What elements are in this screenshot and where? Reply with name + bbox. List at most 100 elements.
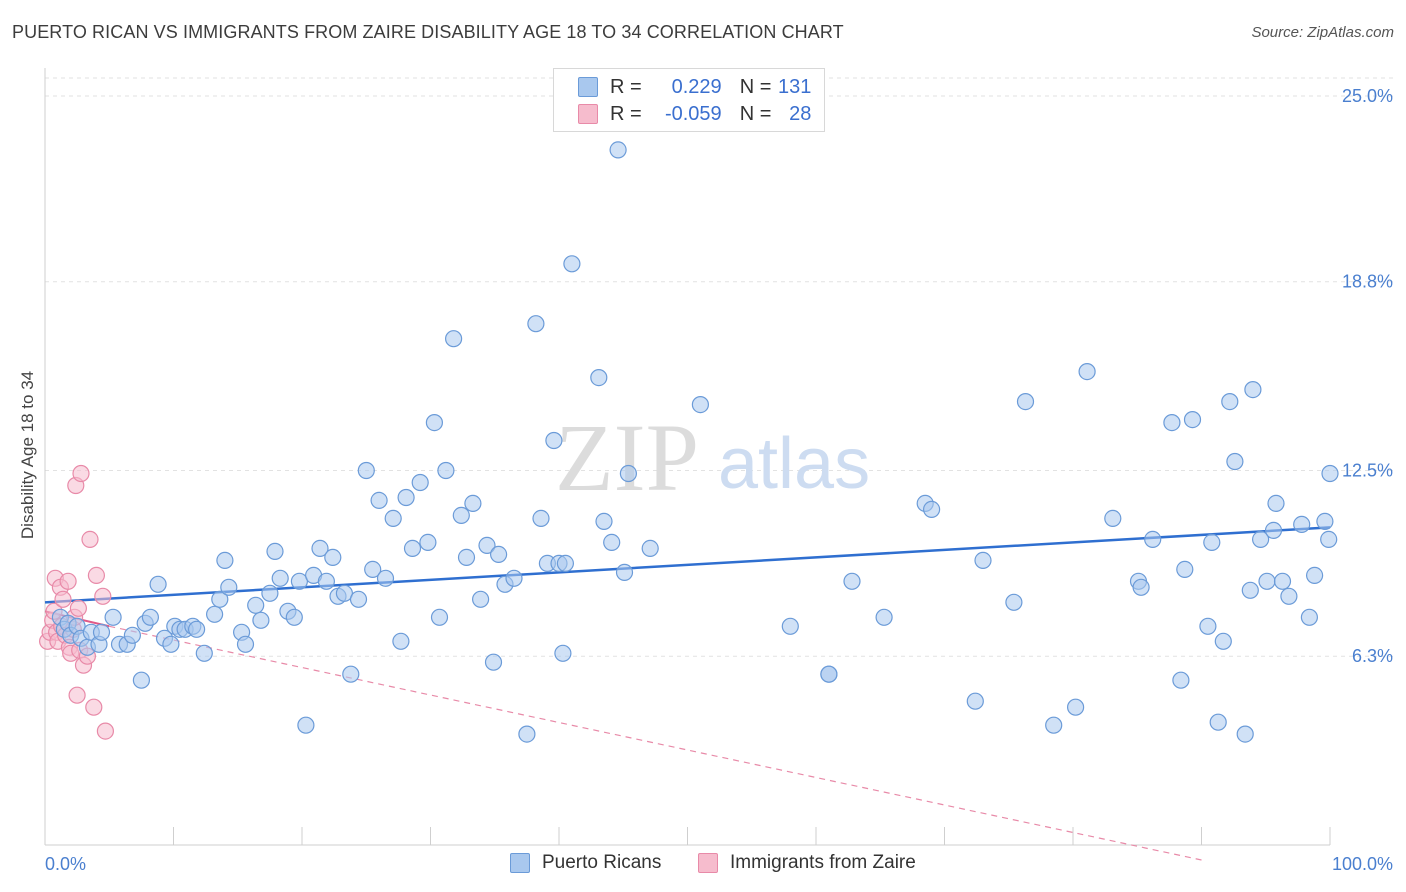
data-point xyxy=(1293,515,1311,534)
data-point xyxy=(342,665,360,683)
data-points xyxy=(38,141,1339,743)
data-point xyxy=(781,617,799,635)
data-point xyxy=(452,506,470,525)
data-point xyxy=(376,569,395,587)
data-point xyxy=(370,491,388,509)
data-point xyxy=(1104,509,1122,528)
data-point xyxy=(1321,464,1339,483)
tick-labels: 6.3% 12.5% 18.8% 25.0% 0.0% 100.0% xyxy=(45,86,1393,874)
data-point xyxy=(1244,381,1262,399)
legend-item-zaire[interactable]: Immigrants from Zaire xyxy=(698,852,916,874)
data-point xyxy=(922,500,941,518)
data-point xyxy=(252,611,270,629)
r-value: -0.059 xyxy=(664,102,722,125)
data-point xyxy=(691,396,710,414)
data-point xyxy=(554,644,572,662)
data-point xyxy=(820,665,838,683)
y-tick-label: 18.8% xyxy=(1342,272,1393,292)
data-point xyxy=(384,509,402,528)
data-point xyxy=(85,698,103,716)
data-point xyxy=(478,536,496,555)
swatch-puerto-rican xyxy=(578,77,598,97)
data-point xyxy=(69,599,88,617)
data-point xyxy=(271,569,289,587)
data-point xyxy=(966,692,984,710)
data-point xyxy=(220,578,238,596)
r-value: 0.229 xyxy=(671,75,722,98)
data-point xyxy=(595,512,613,531)
data-point xyxy=(188,620,206,638)
r-label: R = xyxy=(610,102,642,125)
data-point xyxy=(364,560,382,579)
data-point xyxy=(1078,363,1096,381)
trend-line-puerto-ricans xyxy=(44,526,1331,604)
legend-swatch-zaire xyxy=(698,853,718,873)
data-point xyxy=(81,530,99,549)
data-point xyxy=(425,414,443,432)
data-point xyxy=(1316,512,1334,531)
data-point xyxy=(1221,393,1239,411)
data-point xyxy=(1176,560,1194,579)
data-point xyxy=(236,635,255,653)
data-point xyxy=(104,608,122,626)
data-point xyxy=(527,315,545,333)
data-point xyxy=(490,545,508,564)
data-point xyxy=(505,569,523,587)
data-point xyxy=(532,509,550,528)
data-point xyxy=(216,551,234,570)
n-label: N = xyxy=(739,75,772,98)
data-point xyxy=(1251,530,1270,549)
source-credit: Source: ZipAtlas.com xyxy=(1251,24,1394,41)
data-point xyxy=(54,590,72,608)
data-point xyxy=(1258,572,1276,590)
data-point xyxy=(195,644,213,662)
watermark-zip: ZIP xyxy=(555,404,699,511)
data-point xyxy=(875,608,893,626)
trend-line-zaire-dashed xyxy=(109,625,1202,861)
data-point xyxy=(324,548,342,567)
data-point xyxy=(1132,578,1150,596)
data-point xyxy=(290,572,308,590)
series-legend: Puerto Ricans Immigrants from Zaire xyxy=(0,852,1406,878)
data-point xyxy=(445,330,463,348)
data-point xyxy=(615,563,634,582)
data-point xyxy=(1172,671,1190,689)
data-point xyxy=(211,590,229,608)
correlation-legend: R = 0.229 N = 131 R = -0.059 N = 28 xyxy=(553,68,825,132)
legend-row-puerto-rican: R = 0.229 N = 131 xyxy=(578,74,811,100)
data-point xyxy=(403,539,422,558)
data-point xyxy=(72,464,90,483)
data-point xyxy=(397,488,415,507)
r-label: R = xyxy=(610,75,642,98)
data-point xyxy=(266,542,284,561)
data-point xyxy=(1226,452,1244,471)
data-point xyxy=(162,635,180,653)
swatch-zaire xyxy=(578,104,598,124)
data-point xyxy=(132,671,150,689)
data-point xyxy=(641,539,659,558)
legend-item-puerto-ricans[interactable]: Puerto Ricans xyxy=(510,852,661,874)
data-point xyxy=(1209,713,1227,731)
data-point xyxy=(1300,608,1319,626)
data-point xyxy=(297,716,315,734)
data-point xyxy=(411,473,429,492)
legend-swatch-puerto-ricans xyxy=(510,853,530,873)
data-point xyxy=(484,653,503,671)
data-point xyxy=(87,566,106,585)
data-point xyxy=(974,551,992,570)
data-point xyxy=(1320,530,1338,549)
data-point xyxy=(843,572,861,590)
n-label: N = xyxy=(739,102,772,125)
n-value: 28 xyxy=(789,102,812,125)
data-point xyxy=(609,141,627,159)
data-point xyxy=(141,608,159,626)
data-point xyxy=(1264,521,1283,540)
data-point xyxy=(317,572,335,590)
data-point xyxy=(563,255,581,273)
data-point xyxy=(457,548,476,567)
data-point xyxy=(123,626,141,644)
data-point xyxy=(1066,698,1085,716)
zipatlas-watermark: ZIP atlas xyxy=(555,404,870,511)
data-point xyxy=(392,632,410,650)
